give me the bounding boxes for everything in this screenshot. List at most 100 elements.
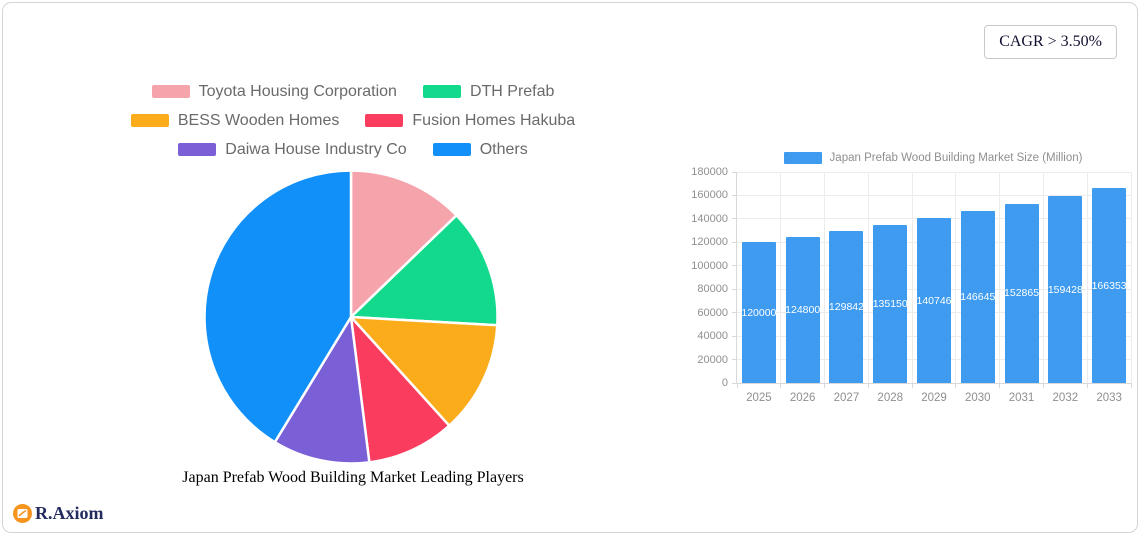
bar-2026[interactable]: 124800	[785, 236, 820, 383]
bar-legend-label: Japan Prefab Wood Building Market Size (…	[829, 152, 1083, 164]
pie-slice-bess-wooden-homes[interactable]	[349, 315, 499, 427]
bar-chart-legend: Japan Prefab Wood Building Market Size (…	[736, 149, 1130, 167]
pie-legend-row: BESS Wooden Homes Fusion Homes Hakuba	[3, 106, 703, 135]
y-tick-mark	[732, 288, 737, 290]
brand-name: R.Axiom	[35, 503, 104, 523]
pie-slice-dth-prefab[interactable]	[349, 214, 499, 327]
x-tick-label: 2029	[921, 392, 947, 404]
x-gridline	[780, 172, 782, 383]
chart-trend-up-icon	[13, 504, 32, 523]
pie-legend-label: Daiwa House Industry Co	[225, 140, 407, 158]
y-tick-label: 100000	[691, 259, 728, 272]
pie-legend-item: Fusion Homes Hakuba	[365, 112, 575, 130]
x-gridline	[999, 172, 1001, 383]
x-gridline	[1130, 172, 1132, 383]
bar-value-label: 152865	[1004, 287, 1039, 300]
x-gridline	[1042, 172, 1044, 383]
bar-value-label: 129842	[829, 300, 864, 313]
y-tick-label: 60000	[697, 306, 728, 319]
y-tick-label: 40000	[697, 330, 728, 343]
bar-value-label: 135150	[873, 297, 908, 310]
bar-2031[interactable]: 152865	[1004, 203, 1039, 383]
cagr-badge: CAGR > 3.50%	[984, 25, 1117, 59]
x-tick-mark	[955, 383, 957, 388]
bar-legend-swatch	[783, 152, 822, 164]
x-tick-mark	[824, 383, 826, 388]
pie-chart	[203, 169, 499, 465]
y-tick-mark	[732, 241, 737, 243]
x-tick-mark	[999, 383, 1001, 388]
bar-chart-plot-area: 0 20000 40000 60000 80000 100000 120000 140000 1…	[691, 166, 1132, 404]
y-tick-label: 20000	[697, 353, 728, 366]
x-tick-label: 2033	[1096, 392, 1122, 404]
pie-legend-label: Others	[479, 140, 528, 158]
y-tick-mark	[732, 218, 737, 220]
pie-legend-row: Daiwa House Industry Co Others	[3, 135, 703, 164]
x-tick-mark	[1086, 383, 1088, 388]
x-gridline	[824, 172, 826, 383]
pie-slice-daiwa-house-industry-co[interactable]	[273, 315, 371, 465]
pie-chart-title: Japan Prefab Wood Building Market Leadin…	[182, 469, 524, 486]
bar-value-label: 166353	[1092, 279, 1127, 292]
x-gridline	[955, 172, 957, 383]
bar-2030[interactable]: 146645	[960, 211, 995, 383]
x-tick-label: 2032	[1052, 392, 1079, 404]
x-tick-label: 2026	[789, 392, 816, 404]
y-tick-label: 120000	[691, 236, 728, 249]
pie-legend-label: Toyota Housing Corporation	[198, 82, 397, 100]
y-tick-mark	[732, 312, 737, 314]
y-gridline	[737, 171, 1131, 173]
bar-2028[interactable]: 135150	[873, 224, 908, 383]
x-tick-mark	[736, 383, 738, 388]
bar-2033[interactable]: 166353	[1092, 188, 1127, 383]
x-gridline	[911, 172, 913, 383]
x-tick-mark	[867, 383, 869, 388]
x-tick-label: 2025	[746, 392, 772, 404]
x-tick-label: 2027	[833, 392, 860, 404]
pie-legend-swatch	[151, 85, 190, 98]
pie-slice-toyota-housing-corporation[interactable]	[349, 169, 458, 319]
y-tick-label: 180000	[691, 166, 728, 178]
bar-2027[interactable]: 129842	[829, 230, 864, 383]
pie-legend-swatch	[365, 114, 404, 127]
pie-legend-label: Fusion Homes Hakuba	[412, 111, 576, 129]
x-gridline	[1086, 172, 1088, 383]
x-tick-label: 2028	[877, 392, 904, 404]
pie-legend-item: DTH Prefab	[422, 83, 554, 101]
pie-legend-item: BESS Wooden Homes	[130, 111, 340, 130]
y-tick-mark	[732, 265, 737, 267]
pie-slice-others[interactable]	[203, 169, 353, 444]
bar-2029[interactable]: 140746	[917, 218, 951, 383]
pie-legend-item: Others	[432, 140, 528, 159]
y-tick-mark	[732, 382, 737, 384]
pie-slice-fusion-homes-hakuba[interactable]	[349, 315, 451, 464]
bar-2025[interactable]: 120000	[741, 242, 776, 383]
pie-legend-swatch	[178, 143, 217, 156]
bar-value-label: 124800	[785, 303, 820, 316]
y-tick-mark	[732, 335, 737, 337]
y-tick-label: 80000	[697, 283, 728, 296]
y-gridline	[737, 194, 1131, 196]
y-tick-label: 140000	[691, 212, 728, 225]
x-tick-mark	[780, 383, 782, 388]
x-tick-mark	[1130, 383, 1132, 388]
pie-legend-item: Daiwa House Industry Co	[178, 140, 407, 159]
y-tick-label: 0	[721, 377, 728, 389]
y-tick-mark	[732, 359, 737, 361]
x-tick-label: 2030	[964, 392, 991, 404]
y-tick-label: 160000	[691, 189, 728, 202]
x-gridline	[867, 172, 869, 383]
pie-legend: Toyota Housing Corporation DTH Prefab BESS…	[3, 77, 703, 164]
bar-value-label: 140746	[917, 294, 951, 307]
x-tick-mark	[1042, 383, 1044, 388]
pie-legend-swatch	[422, 85, 461, 98]
pie-legend-row: Toyota Housing Corporation DTH Prefab	[3, 77, 703, 106]
brand-logo: R.Axiom	[13, 503, 104, 524]
pie-legend-swatch	[432, 143, 471, 156]
pie-legend-swatch	[130, 114, 169, 127]
bar-2032[interactable]: 159428	[1048, 196, 1083, 383]
pie-legend-label: BESS Wooden Homes	[177, 111, 340, 129]
x-tick-mark	[911, 383, 913, 388]
pie-legend-item: Toyota Housing Corporation	[151, 82, 397, 101]
